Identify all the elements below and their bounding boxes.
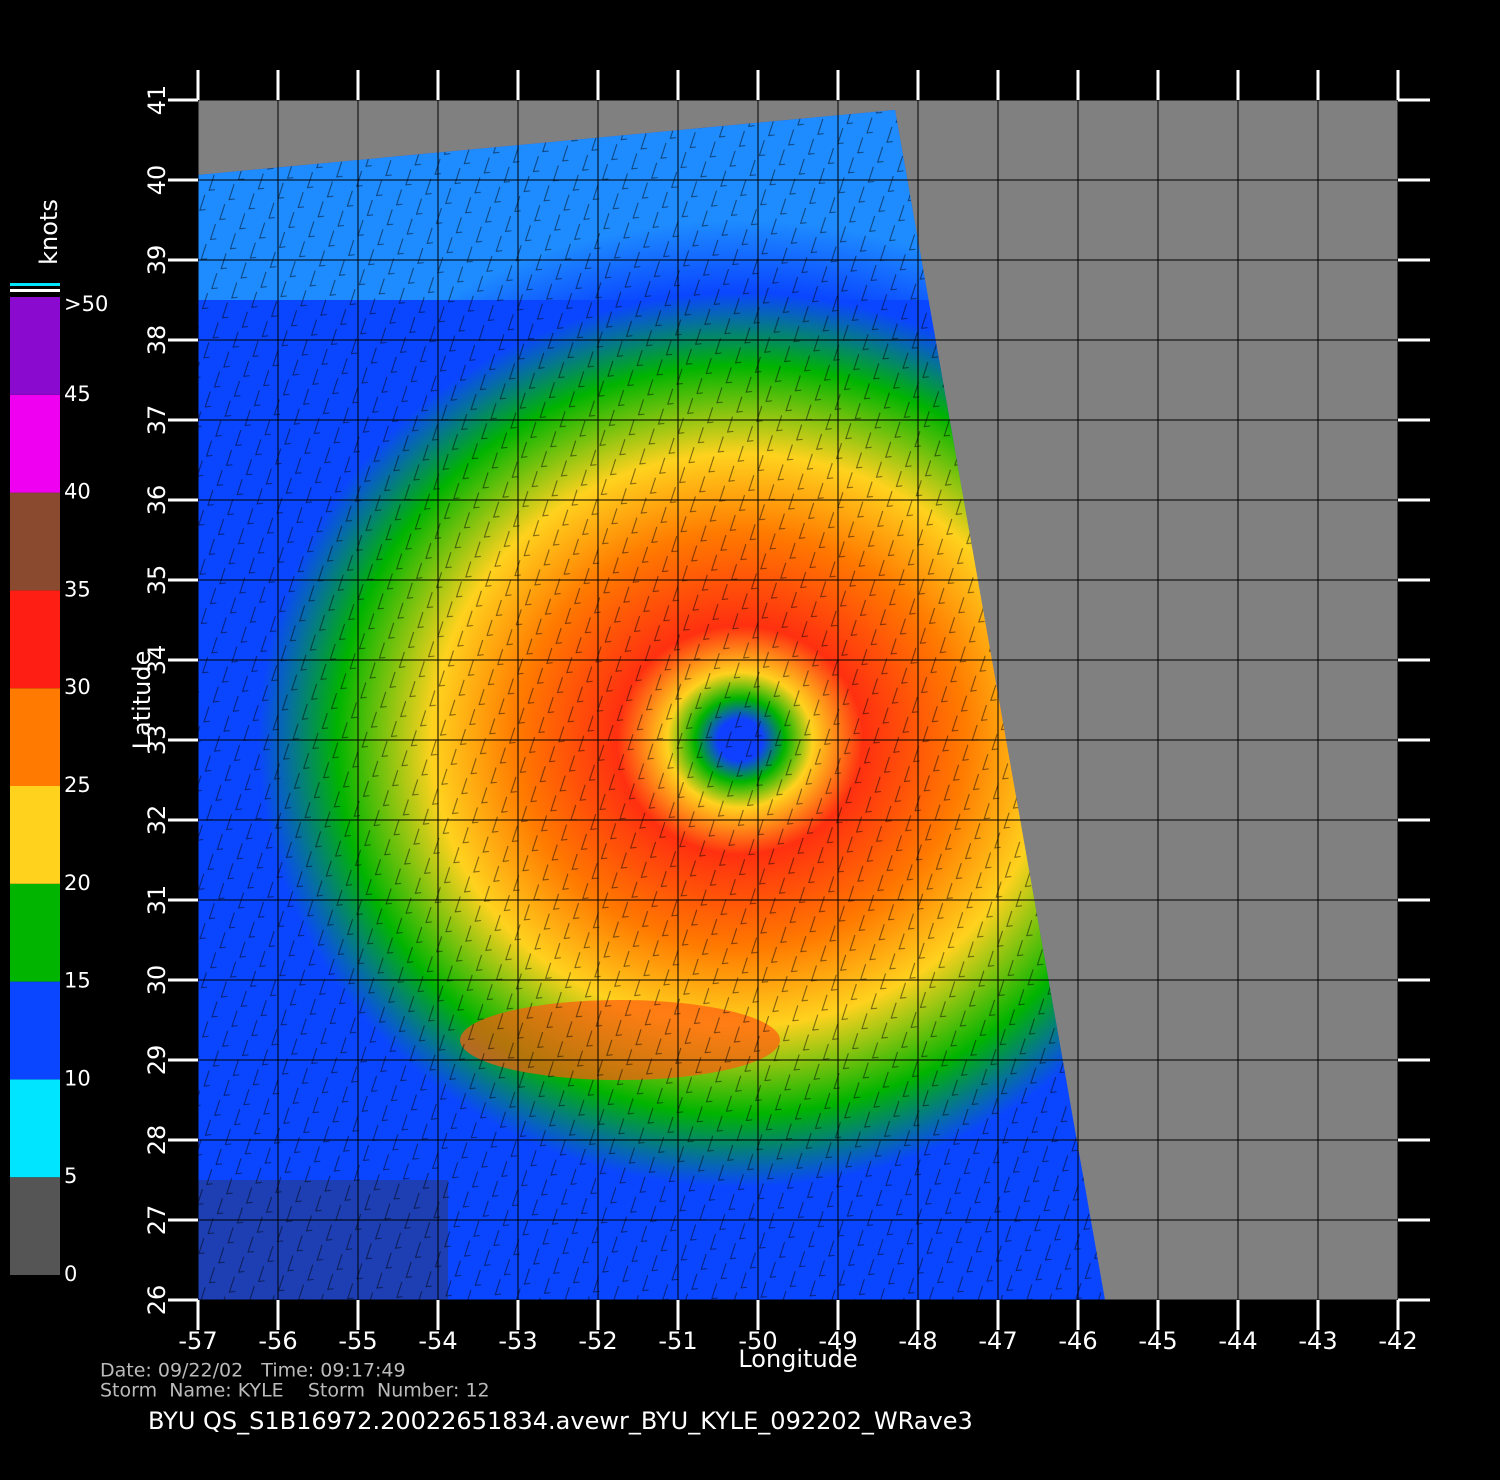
colorbar-label: 0: [64, 1262, 77, 1286]
y-tick-label: 41: [143, 85, 171, 116]
y-tick-label: 29: [143, 1045, 171, 1076]
y-tick-label: 35: [143, 565, 171, 596]
colorbar-cap: [10, 283, 60, 286]
y-tick-label: 27: [143, 1205, 171, 1236]
colorbar-label: 10: [64, 1066, 91, 1090]
x-tick-label: -47: [978, 1327, 1017, 1355]
x-tick-label: -50: [738, 1327, 777, 1355]
colorbar-unit: knots: [35, 199, 63, 265]
x-tick-label: -43: [1298, 1327, 1337, 1355]
colorbar-label: 40: [64, 480, 91, 504]
x-tick-label: -48: [898, 1327, 937, 1355]
colorbar-cap: [10, 289, 60, 292]
colorbar-segment: [10, 688, 60, 786]
x-tick-label: -46: [1058, 1327, 1097, 1355]
colorbar-label: 35: [64, 577, 91, 601]
grid: [197, 99, 1399, 1301]
x-tick-label: -52: [578, 1327, 617, 1355]
y-axis-label: Latitude: [128, 651, 156, 750]
y-tick-label: 37: [143, 405, 171, 436]
colorbar-label: 45: [64, 382, 91, 406]
colorbar-segment: [10, 786, 60, 884]
x-tick-label: -56: [258, 1327, 297, 1355]
colorbar-label: 5: [64, 1164, 77, 1188]
y-tick-label: 34: [143, 645, 171, 676]
x-tick-label: -42: [1378, 1327, 1417, 1355]
colorbar-label: 15: [64, 969, 91, 993]
colorbar-segment: [10, 297, 60, 395]
colorbar-segment: [10, 883, 60, 982]
y-tick-label: 26: [143, 1285, 171, 1316]
x-axis-label: Longitude: [738, 1345, 857, 1373]
colorbar-segment: [10, 590, 60, 689]
colorbar-segment: [10, 394, 60, 493]
product-title: BYU QS_S1B16972.20022651834.avewr_BYU_KY…: [148, 1407, 973, 1435]
y-tick-label: 30: [143, 965, 171, 996]
y-tick-label: 32: [143, 805, 171, 836]
colorbar-segment: [10, 1079, 60, 1178]
x-tick-label: -51: [658, 1327, 697, 1355]
storm-line: Storm Name: KYLE Storm Number: 12: [100, 1380, 490, 1402]
colorbar-segment: [10, 981, 60, 1080]
colorbar-label: 20: [64, 871, 91, 895]
y-tick-label: 38: [143, 325, 171, 356]
x-tick-label: -54: [418, 1327, 457, 1355]
x-tick-label: -55: [338, 1327, 377, 1355]
x-tick-label: -44: [1218, 1327, 1257, 1355]
colorbar-segment: [10, 492, 60, 591]
colorbar-label: 25: [64, 773, 91, 797]
colorbar-segment: [10, 1177, 60, 1275]
y-tick-label: 36: [143, 485, 171, 516]
colorbar-label: 30: [64, 675, 91, 699]
y-tick-label: 40: [143, 165, 171, 196]
x-tick-label: -57: [178, 1327, 217, 1355]
date-line: Date: 09/22/02 Time: 09:17:49: [100, 1360, 406, 1382]
x-tick-label: -45: [1138, 1327, 1177, 1355]
y-tick-label: 31: [143, 885, 171, 916]
x-tick-label: -49: [818, 1327, 857, 1355]
colorbar-label: >50: [64, 292, 108, 316]
y-tick-label: 39: [143, 245, 171, 276]
y-tick-label: 28: [143, 1125, 171, 1156]
y-tick-label: 33: [143, 725, 171, 756]
x-tick-label: -53: [498, 1327, 537, 1355]
